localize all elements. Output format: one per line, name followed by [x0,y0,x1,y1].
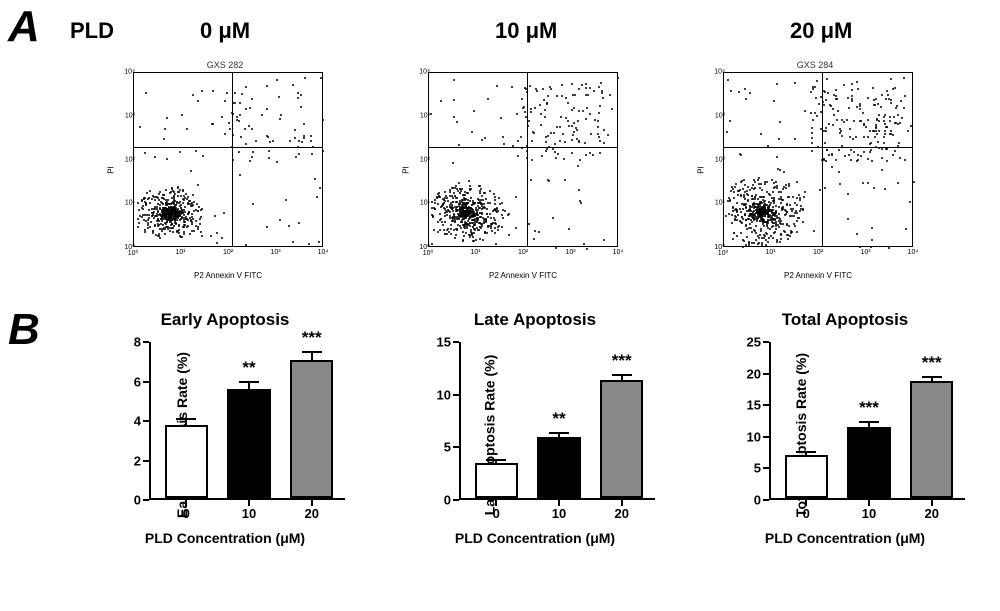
bar-chart-title: Late Apoptosis [405,310,665,330]
scatter-ylabel: PI [696,166,705,174]
plot-body: 05101520250***10***20 [769,334,965,524]
plot-body: 024680**10***20 [149,334,345,524]
significance-marker: *** [612,351,632,371]
bar-chart-title: Total Apoptosis [715,310,975,330]
bar [537,437,580,498]
axes: 0510150**10***20 [459,342,655,500]
scatter-plot: GXS 284PI10⁰10⁰10¹10¹10²10²10³10³10⁴10⁴P… [695,60,935,280]
scatter-ylabel: PI [401,166,410,174]
scatter-plot: PI10⁰10⁰10¹10¹10²10²10³10³10⁴10⁴P2 Annex… [400,60,640,280]
bar [600,380,643,498]
significance-marker: ** [242,358,255,378]
significance-marker: *** [922,353,942,373]
dose-label-2: 20 μM [790,18,852,44]
dose-label-0: 0 μM [200,18,250,44]
bar [290,360,333,498]
bar [475,463,518,498]
bar [910,381,953,498]
x-axis-label: PLD Concentration (μM) [95,530,355,546]
bar-chart: Late ApoptosisLate Apoptosis Rate (%)051… [405,310,665,560]
scatter-plot: GXS 282PI10⁰10⁰10¹10¹10²10²10³10³10⁴10⁴P… [105,60,345,280]
quadrant-hline [134,147,322,148]
panel-b-letter: B [8,305,40,355]
scatter-area [133,72,323,247]
plot-body: 0510150**10***20 [459,334,655,524]
pld-label: PLD [70,18,114,44]
bar [165,425,208,498]
significance-marker: *** [859,398,879,418]
scatter-xlabel: P2 Annexin V FITC [723,271,913,280]
quadrant-vline [527,73,528,246]
x-axis-label: PLD Concentration (μM) [405,530,665,546]
axes: 024680**10***20 [149,342,345,500]
bar-chart: Total ApoptosisTotal Apoptosis Rate (%)0… [715,310,975,560]
bar-chart: Early ApoptosisEarly Apoptosis Rate (%)0… [95,310,355,560]
scatter-title: GXS 284 [695,60,935,72]
scatter-area [428,72,618,247]
scatter-area [723,72,913,247]
scatter-title: GXS 282 [105,60,345,72]
bar [785,455,828,498]
axes: 05101520250***10***20 [769,342,965,500]
significance-marker: ** [552,409,565,429]
bar [227,389,270,498]
x-axis-label: PLD Concentration (μM) [715,530,975,546]
dose-label-1: 10 μM [495,18,557,44]
panel-a-letter: A [8,2,40,52]
bar [847,427,890,498]
scatter-title [400,60,640,72]
scatter-xlabel: P2 Annexin V FITC [428,271,618,280]
scatter-xlabel: P2 Annexin V FITC [133,271,323,280]
scatter-ylabel: PI [106,166,115,174]
significance-marker: *** [302,328,322,348]
